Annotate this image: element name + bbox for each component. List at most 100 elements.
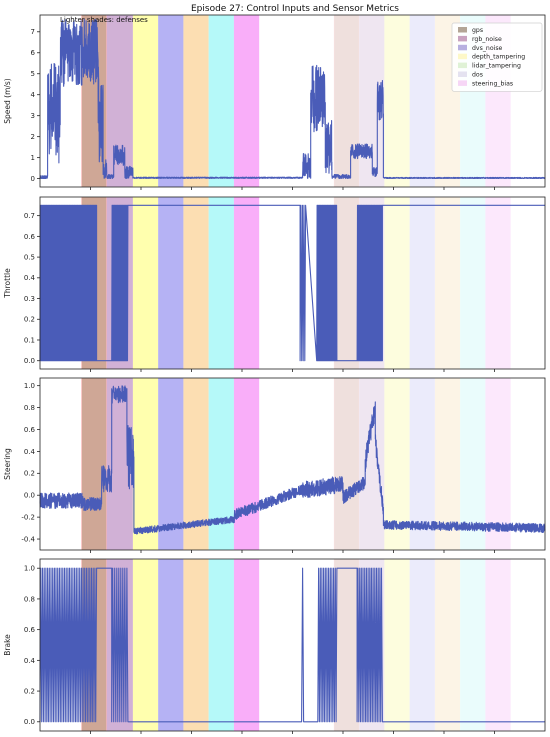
legend-box (451, 22, 543, 92)
legend-swatch-dvs_noise (458, 44, 467, 51)
attack-band-4 (183, 559, 209, 731)
legend-label-dvs_noise: dvs_noise (472, 45, 503, 52)
attack-band-3 (158, 197, 184, 369)
legend-swatch-steering_bias (458, 80, 467, 86)
attack-band-11 (434, 197, 461, 369)
brake-ytick-label: 0.6 (24, 626, 36, 634)
attack-band-9 (384, 15, 410, 187)
attack-band-12 (460, 197, 486, 369)
steering-series-line (39, 385, 546, 535)
steering-ylabel: Steering (3, 448, 12, 480)
gps-band-1 (334, 378, 359, 550)
throttle-ytick-label: 0.5 (24, 253, 35, 261)
speed-ytick-label: 0 (31, 175, 35, 183)
attack-band-9 (384, 197, 410, 369)
throttle-ytick-label: 0.2 (24, 316, 35, 324)
speed-ylabel: Speed (m/s) (3, 78, 12, 124)
legend-label-dos: dos (472, 72, 483, 79)
panel-steering: -0.4 -0.2 0.0 0.2 0.4 0.6 0.8 1.0 Steering (3, 377, 546, 553)
legend-label-gps: gps (472, 27, 483, 34)
attack-band-6 (233, 378, 260, 550)
steering-ytick-label: 1.0 (24, 382, 35, 390)
brake-ytick-label: 1.0 (24, 565, 35, 573)
speed-ytick-label: 2 (31, 133, 35, 141)
attack-band-2 (132, 559, 159, 731)
brake-ytick-label: 0.4 (24, 657, 36, 665)
brake-ytick-label: 0.8 (24, 595, 35, 603)
brake-ytick-label: 0.0 (24, 718, 35, 726)
attack-band-11 (434, 559, 461, 731)
gps-band-1 (334, 197, 359, 369)
panel-throttle: 0.0 0.1 0.2 0.3 0.4 0.5 0.6 0.7 Throttle (3, 196, 546, 372)
steering-ytick-label: 0.2 (24, 470, 35, 478)
attack-band-2 (132, 15, 159, 187)
throttle-ytick-label: 0.4 (24, 274, 36, 282)
attack-band-3 (158, 559, 184, 731)
attack-band-2 (132, 197, 159, 369)
defense-note: Lighter shades: defenses (60, 16, 148, 24)
throttle-ytick-label: 0.6 (24, 233, 36, 241)
legend-label-rgb_noise: rgb_noise (472, 36, 502, 43)
chart-title: Episode 27: Control Inputs and Sensor Me… (191, 4, 399, 14)
throttle-ytick-label: 0.3 (24, 295, 35, 303)
attack-band-13 (485, 559, 511, 731)
throttle-ytick-label: 0.0 (24, 357, 35, 365)
attack-band-10 (409, 559, 435, 731)
legend-swatch-lidar_tampering (458, 62, 467, 69)
attack-band-12 (460, 378, 486, 550)
gps-band-0 (81, 378, 107, 550)
speed-ytick-label: 5 (31, 70, 35, 78)
attack-band-12 (460, 559, 486, 731)
attack-band-6 (233, 559, 260, 731)
attack-band-2 (132, 378, 159, 550)
legend-swatch-gps (458, 27, 467, 33)
panel-speed: 0 1 2 3 4 5 6 7 Speed (m/s) (3, 14, 546, 190)
attack-band-9 (384, 559, 410, 731)
attack-band-5 (208, 378, 234, 550)
attack-band-4 (183, 15, 209, 187)
attack-band-8 (359, 378, 385, 550)
attack-band-10 (409, 197, 435, 369)
steering-ytick-label: 0.0 (24, 492, 35, 500)
attack-band-6 (233, 15, 260, 187)
attack-band-6 (233, 197, 260, 369)
legend: gps rgb_noise dvs_noise depth_tamperinglida… (451, 22, 543, 92)
legend-label-lidar_tampering: lidar_tampering (472, 63, 521, 70)
attack-band-5 (208, 15, 234, 187)
attack-band-4 (183, 197, 209, 369)
speed-series-line (39, 18, 546, 179)
panel-brake: 0.0 0.2 0.4 0.6 0.8 1.0 Brake (3, 558, 546, 734)
steering-ytick-label: 0.6 (24, 426, 36, 434)
steering-ytick-label: -0.4 (21, 535, 35, 543)
attack-band-13 (485, 197, 511, 369)
brake-ytick-label: 0.2 (24, 687, 35, 695)
legend-swatch-depth_tampering (458, 53, 467, 60)
speed-ytick-label: 4 (31, 91, 36, 99)
attack-band-10 (409, 15, 435, 187)
legend-swatch-rgb_noise (458, 35, 467, 42)
throttle-ytick-label: 0.1 (24, 336, 35, 344)
legend-swatch-dos (458, 71, 467, 77)
steering-ytick-label: 0.8 (24, 404, 35, 412)
speed-ytick-label: 3 (31, 112, 35, 120)
speed-ytick-label: 1 (31, 154, 35, 162)
attack-band-9 (384, 378, 410, 550)
attack-band-5 (208, 559, 234, 731)
brake-series-line (39, 567, 545, 723)
attack-band-13 (485, 378, 511, 550)
throttle-ytick-label: 0.7 (24, 212, 35, 220)
throttle-series-line (39, 204, 545, 362)
gps-band-1 (334, 559, 359, 731)
legend-label-depth_tampering: depth_tampering (472, 54, 525, 61)
attack-band-5 (208, 197, 234, 369)
legend-label-steering_bias: steering_bias (472, 80, 513, 87)
steering-ytick-label: -0.2 (21, 514, 35, 522)
attack-band-3 (158, 15, 184, 187)
throttle-ylabel: Throttle (3, 268, 12, 299)
steering-ytick-label: 0.4 (24, 448, 36, 456)
gps-band-1 (334, 15, 359, 187)
attack-band-3 (158, 378, 184, 550)
speed-ytick-label: 7 (31, 28, 35, 36)
